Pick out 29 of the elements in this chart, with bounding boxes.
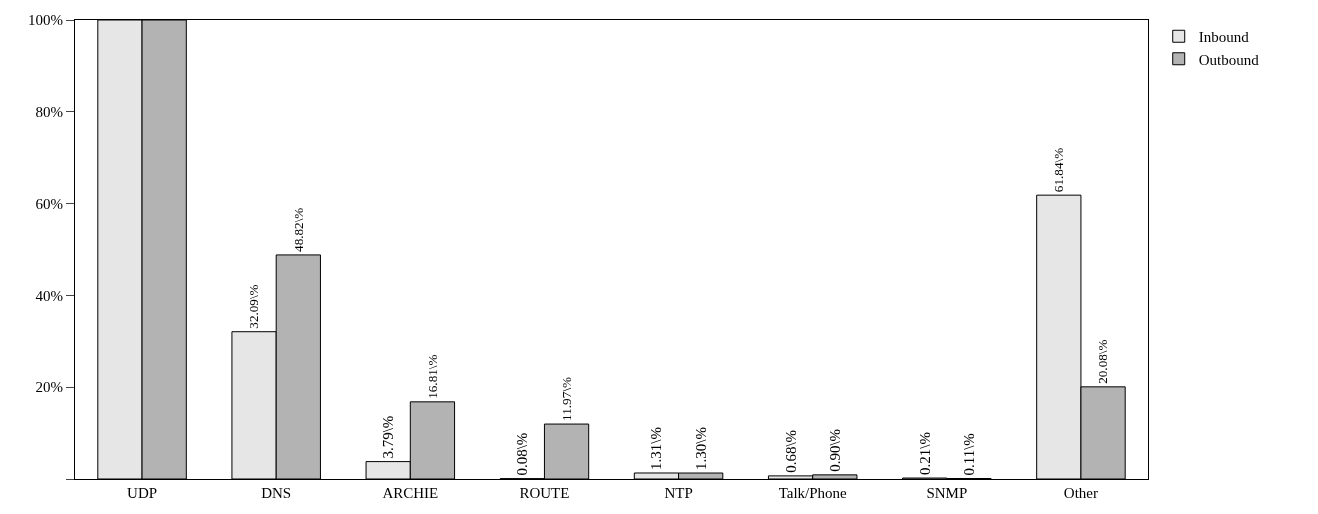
data-label: 16.81\%: [424, 354, 440, 399]
data-label: 0.68\%: [782, 429, 799, 473]
y-tick-label: 100%: [28, 12, 63, 29]
data-label: 1.31\%: [648, 427, 665, 470]
data-label: 48.82\%: [290, 207, 306, 252]
data-label: 32.09\%: [246, 284, 262, 329]
x-tick-label: Other: [1063, 485, 1099, 501]
data-label: 20.08\%: [1095, 339, 1111, 384]
data-label: 0.11\%: [960, 433, 977, 476]
x-tick-label: UDP: [127, 485, 158, 501]
y-tick-label: 20%: [35, 379, 63, 396]
data-label: 61.84\%: [1051, 147, 1067, 193]
data-label: 1.30\%: [692, 427, 709, 471]
legend-label: Inbound: [1198, 29, 1250, 46]
data-label: 3.79\%: [380, 415, 397, 459]
x-tick-label: ROUTE: [519, 485, 570, 501]
x-tick-label: SNMP: [926, 485, 968, 501]
legend-label: Outbound: [1198, 51, 1260, 68]
data-label: 0.90\%: [826, 428, 843, 472]
x-tick-label: ARCHIE: [382, 485, 439, 501]
data-label: 11.97\%: [559, 376, 575, 422]
y-tick-label: 40%: [35, 287, 63, 304]
y-tick-label: 60%: [35, 195, 63, 212]
x-tick-label: NTP: [664, 485, 693, 501]
x-tick-label: Talk/Phone: [778, 485, 848, 501]
data-label: 0.21\%: [916, 432, 933, 476]
data-label: 0.08\%: [514, 432, 531, 476]
x-tick-label: DNS: [261, 485, 292, 501]
y-tick-label: 80%: [35, 104, 63, 121]
